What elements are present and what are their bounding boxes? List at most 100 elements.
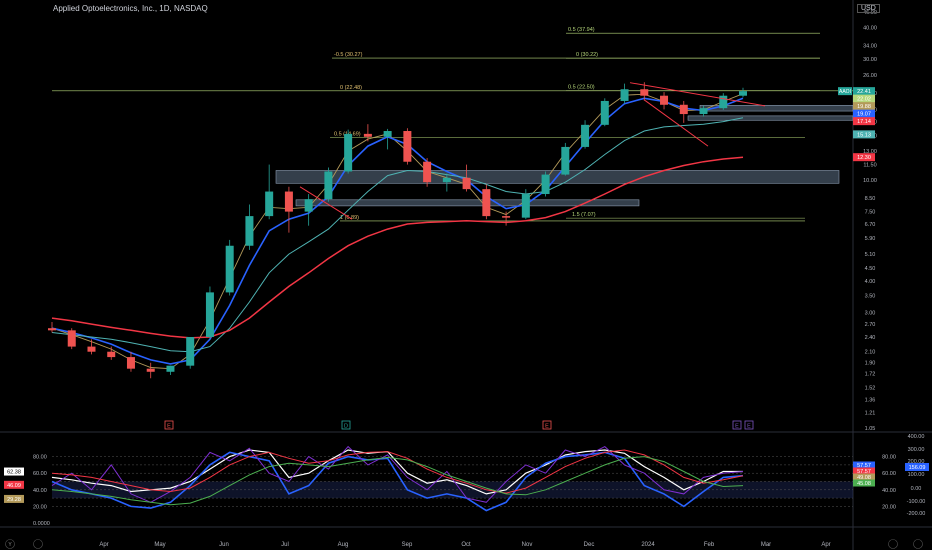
y-tick-label: 46.00 xyxy=(863,10,877,16)
currency-badge[interactable]: USD xyxy=(857,4,880,13)
settings-icon xyxy=(33,539,43,549)
candle-body xyxy=(87,346,96,352)
candle-body xyxy=(521,194,530,218)
oscillator-right-label-box xyxy=(853,461,875,469)
price-label-box xyxy=(853,87,875,96)
price-label-text: 19.88 xyxy=(857,104,871,110)
candle-body xyxy=(344,133,353,172)
event-marker-label: E xyxy=(747,424,751,430)
y-tick-label: 10.00 xyxy=(863,178,877,184)
candle-body xyxy=(561,146,570,175)
price-label-text: 19.07 xyxy=(857,112,871,118)
oscillator-left-label-box xyxy=(4,480,24,489)
x-axis-label: Mar xyxy=(761,542,771,548)
candle-body xyxy=(225,245,234,293)
y-tick-label: 30.00 xyxy=(863,57,877,63)
y-tick-label: 11.50 xyxy=(863,163,876,169)
oscillator-left-label: 29.28 xyxy=(7,497,21,503)
candle-body xyxy=(245,216,254,246)
candle-body xyxy=(462,177,471,190)
candle-body xyxy=(660,95,669,105)
x-axis-label: Dec xyxy=(584,542,595,548)
moving-average-line xyxy=(51,97,744,365)
candle-body xyxy=(719,95,728,109)
candle-body xyxy=(166,365,175,372)
x-axis-label: Feb xyxy=(704,542,715,548)
price-label-text: 22.02 xyxy=(857,97,871,103)
oscillator-right-label: 49.08 xyxy=(857,475,871,481)
x-axis-label: Jun xyxy=(219,542,229,548)
candle-body xyxy=(324,171,333,200)
y-tick-label: 2.40 xyxy=(865,335,876,341)
x-axis-label: Sep xyxy=(402,542,413,548)
candle-body xyxy=(581,124,590,147)
event-marker xyxy=(341,420,351,430)
price-label-box xyxy=(853,130,875,139)
y-tick-label: 8.50 xyxy=(865,196,876,202)
moving-average-line xyxy=(51,117,744,353)
oscillator-right-label-box xyxy=(853,467,875,475)
candle-body xyxy=(146,368,155,372)
y-tick-label: 1.05 xyxy=(865,426,876,432)
oscillator-line xyxy=(51,449,743,495)
oscillator-left-tick: 80.00 xyxy=(33,455,47,461)
candle-body xyxy=(107,351,116,358)
event-marker-label: E xyxy=(545,424,549,430)
oscillator-far-right-tick: 200.00 xyxy=(908,459,925,465)
oscillator-left-tick: 60.00 xyxy=(33,471,47,477)
oscillator-far-right-tick: 0.00 xyxy=(911,486,922,492)
candle-body xyxy=(423,161,432,183)
candle-body xyxy=(502,216,511,218)
oscillator-far-right-tick: 400.00 xyxy=(908,434,925,440)
event-marker-label: E xyxy=(167,424,171,430)
oscillator-line xyxy=(51,449,744,494)
oscillator-far-right-tick: 300.00 xyxy=(908,447,925,453)
oscillator-line xyxy=(51,451,744,512)
price-label-text: 17.14 xyxy=(857,119,871,125)
timezone-icon xyxy=(5,539,15,549)
oscillator-far-right-tick: 100.00 xyxy=(908,472,925,478)
candle-body xyxy=(482,189,491,217)
x-axis-label: 2024 xyxy=(641,542,655,548)
trend-line xyxy=(299,186,353,220)
price-label-box xyxy=(853,109,875,118)
candle-body xyxy=(48,328,56,331)
y-tick-label: 1.52 xyxy=(865,385,876,391)
moving-average-line xyxy=(51,156,744,339)
event-marker xyxy=(164,420,174,430)
oscillator-far-right-tick: -200.00 xyxy=(907,511,926,517)
y-tick-label: 13.00 xyxy=(863,149,877,155)
y-tick-label: 1.21 xyxy=(865,410,876,416)
event-marker xyxy=(744,420,754,430)
oscillator-right-tick: 20.00 xyxy=(882,504,896,510)
y-tick-label: 3.50 xyxy=(865,293,876,299)
fib-level-label: 0 (30.22) xyxy=(576,52,598,58)
log-scale-icon xyxy=(913,539,923,549)
candle-body xyxy=(126,357,135,369)
y-tick-label: 34.00 xyxy=(863,43,877,49)
auto-scale-icon xyxy=(888,539,898,549)
y-tick-label: 40.00 xyxy=(863,25,877,31)
trend-line xyxy=(644,100,709,147)
event-marker xyxy=(732,420,742,430)
y-tick-label: 4.00 xyxy=(865,279,876,285)
candle-body xyxy=(284,191,293,212)
price-label-box xyxy=(853,102,875,111)
zone-box xyxy=(687,115,854,121)
candle-body xyxy=(383,131,392,137)
oscillator-left-tick: 0.0000 xyxy=(33,521,50,527)
event-marker-label: E xyxy=(735,424,739,430)
oscillator-right-tick: 80.00 xyxy=(882,455,896,461)
candle-body xyxy=(640,89,649,96)
event-marker xyxy=(542,420,552,430)
y-tick-label: 2.70 xyxy=(865,322,876,328)
candle-body xyxy=(620,89,629,101)
x-axis-label: Apr xyxy=(99,542,108,548)
zone-box xyxy=(295,199,640,207)
oscillator-left-label: 62.38 xyxy=(7,470,21,476)
price-label-text: 22.41 xyxy=(857,89,871,95)
y-tick-label: 26.00 xyxy=(863,73,877,79)
oscillator-right-tick: 40.00 xyxy=(882,488,896,494)
candle-body xyxy=(541,174,550,195)
